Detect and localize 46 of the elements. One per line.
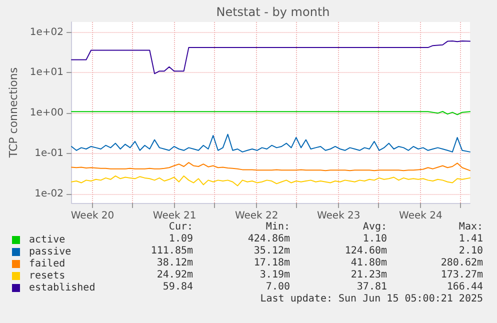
legend-label: passive <box>29 246 72 258</box>
text: 24.92m <box>156 270 193 280</box>
text: 111.85m <box>150 246 194 256</box>
x-tick-label: Week 22 <box>234 210 278 222</box>
chart-title: Netstat - by month <box>216 5 330 19</box>
y-axis-title: TCP connections <box>7 67 20 159</box>
y-tick-label: 1e+00 <box>30 108 64 119</box>
text: Cur: <box>168 222 194 232</box>
text: Min: <box>266 222 290 232</box>
text: 37.81 <box>356 282 388 292</box>
text: 280.62m <box>440 258 484 268</box>
text: 21.23m <box>350 270 387 280</box>
text: 38.12m <box>156 258 193 268</box>
text: Avg: <box>362 222 388 232</box>
y-tick-label: 1e-02 <box>34 188 64 200</box>
text: 124.60m <box>344 246 388 256</box>
legend-label: active <box>29 234 66 246</box>
text: 35.12m <box>254 246 290 256</box>
line-series <box>71 162 470 172</box>
legend-label: failed <box>29 258 66 270</box>
y-tick-label: 1e+02 <box>30 26 64 38</box>
line-series <box>71 134 470 152</box>
text: Last update: Sun Jun 15 05:00:21 2025 <box>260 294 484 304</box>
text: 7.00 <box>266 282 290 292</box>
x-tick-label: Week 24 <box>399 210 442 222</box>
text: 2.10 <box>458 246 484 256</box>
text: 17.18m <box>254 258 290 268</box>
x-tick-label: Week 21 <box>152 210 196 222</box>
text: Max: <box>458 222 484 232</box>
x-tick-label: Week 20 <box>70 210 114 222</box>
x-tick-label: Week 23 <box>316 210 360 222</box>
y-tick-label: 1e-01 <box>34 148 64 160</box>
text: 3.19m <box>260 270 290 280</box>
legend-label: resets <box>29 270 66 282</box>
text: 1.10 <box>362 234 388 244</box>
line-series <box>71 40 470 74</box>
text: 59.84 <box>162 282 194 292</box>
text: 424.86m <box>248 234 290 244</box>
y-tick-label: 1e+01 <box>30 67 64 78</box>
text: 41.80m <box>350 258 387 268</box>
legend-label: established <box>29 282 96 294</box>
text: 1.09 <box>168 234 194 244</box>
text: 173.27m <box>440 270 484 280</box>
line-series <box>71 175 470 186</box>
text: 166.44 <box>446 282 483 292</box>
text: 1.41 <box>458 234 484 244</box>
